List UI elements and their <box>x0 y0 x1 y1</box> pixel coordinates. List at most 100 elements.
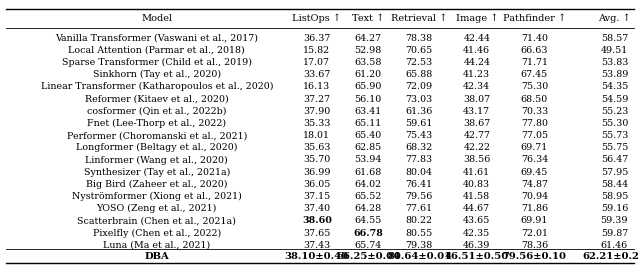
Text: 43.65: 43.65 <box>463 217 490 225</box>
Text: 42.34: 42.34 <box>463 82 490 91</box>
Text: 49.51: 49.51 <box>601 46 628 55</box>
Text: 77.61: 77.61 <box>406 204 433 213</box>
Text: 36.37: 36.37 <box>303 34 330 43</box>
Text: 17.07: 17.07 <box>303 58 330 67</box>
Text: Reformer (Kitaev et al., 2020): Reformer (Kitaev et al., 2020) <box>85 95 228 103</box>
Text: 36.05: 36.05 <box>303 180 330 189</box>
Text: 79.56: 79.56 <box>406 192 433 201</box>
Text: 72.53: 72.53 <box>406 58 433 67</box>
Text: 54.35: 54.35 <box>601 82 628 91</box>
Text: 79.56±0.10: 79.56±0.10 <box>502 252 566 261</box>
Text: 64.02: 64.02 <box>355 180 381 189</box>
Text: 70.33: 70.33 <box>521 107 548 116</box>
Text: Image ↑: Image ↑ <box>456 13 498 23</box>
Text: 38.56: 38.56 <box>463 155 490 165</box>
Text: 37.65: 37.65 <box>303 229 330 238</box>
Text: 67.45: 67.45 <box>521 70 548 79</box>
Text: 75.43: 75.43 <box>406 131 433 140</box>
Text: 69.45: 69.45 <box>521 168 548 177</box>
Text: 71.40: 71.40 <box>521 34 548 43</box>
Text: 43.17: 43.17 <box>463 107 490 116</box>
Text: 41.61: 41.61 <box>463 168 490 177</box>
Text: Sinkhorn (Tay et al., 2020): Sinkhorn (Tay et al., 2020) <box>93 70 221 79</box>
Text: cosformer (Qin et al., 2022b): cosformer (Qin et al., 2022b) <box>87 107 227 116</box>
Text: 79.38: 79.38 <box>406 241 433 250</box>
Text: 15.82: 15.82 <box>303 46 330 55</box>
Text: 18.01: 18.01 <box>303 131 330 140</box>
Text: 44.24: 44.24 <box>463 58 490 67</box>
Text: 68.50: 68.50 <box>521 95 548 103</box>
Text: 53.83: 53.83 <box>601 58 628 67</box>
Text: 46.39: 46.39 <box>463 241 490 250</box>
Text: Longformer (Beltagy et al., 2020): Longformer (Beltagy et al., 2020) <box>76 143 237 152</box>
Text: 61.46: 61.46 <box>601 241 628 250</box>
Text: 77.83: 77.83 <box>406 155 433 165</box>
Text: 35.63: 35.63 <box>303 143 330 152</box>
Text: 65.11: 65.11 <box>355 119 381 128</box>
Text: Pathfinder ↑: Pathfinder ↑ <box>503 14 566 23</box>
Text: 59.16: 59.16 <box>601 204 628 213</box>
Text: 68.32: 68.32 <box>406 143 433 152</box>
Text: 80.55: 80.55 <box>406 229 433 238</box>
Text: 56.10: 56.10 <box>355 95 381 103</box>
Text: 69.71: 69.71 <box>521 143 548 152</box>
Text: 35.70: 35.70 <box>303 155 330 165</box>
Text: Text ↑: Text ↑ <box>352 14 384 23</box>
Text: 41.58: 41.58 <box>463 192 490 201</box>
Text: Sparse Transformer (Child et al., 2019): Sparse Transformer (Child et al., 2019) <box>62 58 252 67</box>
Text: Luna (Ma et al., 2021): Luna (Ma et al., 2021) <box>103 241 211 250</box>
Text: YOSO (Zeng et al., 2021): YOSO (Zeng et al., 2021) <box>97 204 217 213</box>
Text: Model: Model <box>141 14 172 23</box>
Text: 80.22: 80.22 <box>406 217 433 225</box>
Text: 55.30: 55.30 <box>601 119 628 128</box>
Text: 56.47: 56.47 <box>601 155 628 165</box>
Text: 36.99: 36.99 <box>303 168 330 177</box>
Text: Linformer (Wang et al., 2020): Linformer (Wang et al., 2020) <box>85 155 228 165</box>
Text: 57.95: 57.95 <box>601 168 628 177</box>
Text: 46.51±0.50: 46.51±0.50 <box>445 252 509 261</box>
Text: 62.21±0.21: 62.21±0.21 <box>582 252 640 261</box>
Text: 37.15: 37.15 <box>303 192 330 201</box>
Text: 78.38: 78.38 <box>406 34 433 43</box>
Text: 44.67: 44.67 <box>463 204 490 213</box>
Text: 59.87: 59.87 <box>601 229 628 238</box>
Text: 66.25±0.04: 66.25±0.04 <box>336 252 400 261</box>
Text: 61.68: 61.68 <box>355 168 381 177</box>
Text: 66.63: 66.63 <box>521 46 548 55</box>
Text: 53.89: 53.89 <box>601 70 628 79</box>
Text: 16.13: 16.13 <box>303 82 330 91</box>
Text: 65.52: 65.52 <box>355 192 381 201</box>
Text: ListOps ↑: ListOps ↑ <box>292 13 341 23</box>
Text: 62.85: 62.85 <box>355 143 381 152</box>
Text: 77.05: 77.05 <box>521 131 548 140</box>
Text: 72.01: 72.01 <box>521 229 548 238</box>
Text: Vanilla Transformer (Vaswani et al., 2017): Vanilla Transformer (Vaswani et al., 201… <box>55 34 259 43</box>
Text: 37.90: 37.90 <box>303 107 330 116</box>
Text: 77.80: 77.80 <box>521 119 548 128</box>
Text: 72.09: 72.09 <box>406 82 433 91</box>
Text: Performer (Choromanski et al., 2021): Performer (Choromanski et al., 2021) <box>67 131 247 140</box>
Text: 58.95: 58.95 <box>601 192 628 201</box>
Text: 58.57: 58.57 <box>601 34 628 43</box>
Text: 70.94: 70.94 <box>521 192 548 201</box>
Text: 38.10±0.40: 38.10±0.40 <box>285 252 349 261</box>
Text: 37.27: 37.27 <box>303 95 330 103</box>
Text: Linear Transformer (Katharopoulos et al., 2020): Linear Transformer (Katharopoulos et al.… <box>40 82 273 91</box>
Text: 64.28: 64.28 <box>355 204 381 213</box>
Text: 66.78: 66.78 <box>353 229 383 238</box>
Text: Fnet (Lee-Thorp et al., 2022): Fnet (Lee-Thorp et al., 2022) <box>87 119 227 128</box>
Text: 76.34: 76.34 <box>521 155 548 165</box>
Text: 64.55: 64.55 <box>355 217 381 225</box>
Text: 75.30: 75.30 <box>521 82 548 91</box>
Text: Scatterbrain (Chen et al., 2021a): Scatterbrain (Chen et al., 2021a) <box>77 217 236 225</box>
Text: Pixelfly (Chen et al., 2022): Pixelfly (Chen et al., 2022) <box>93 229 221 238</box>
Text: 55.23: 55.23 <box>601 107 628 116</box>
Text: 80.64±0.01: 80.64±0.01 <box>387 252 451 261</box>
Text: 74.87: 74.87 <box>521 180 548 189</box>
Text: 59.39: 59.39 <box>601 217 628 225</box>
Text: 58.44: 58.44 <box>601 180 628 189</box>
Text: 41.23: 41.23 <box>463 70 490 79</box>
Text: 37.43: 37.43 <box>303 241 330 250</box>
Text: Local Attention (Parmar et al., 2018): Local Attention (Parmar et al., 2018) <box>68 46 245 55</box>
Text: 52.98: 52.98 <box>355 46 381 55</box>
